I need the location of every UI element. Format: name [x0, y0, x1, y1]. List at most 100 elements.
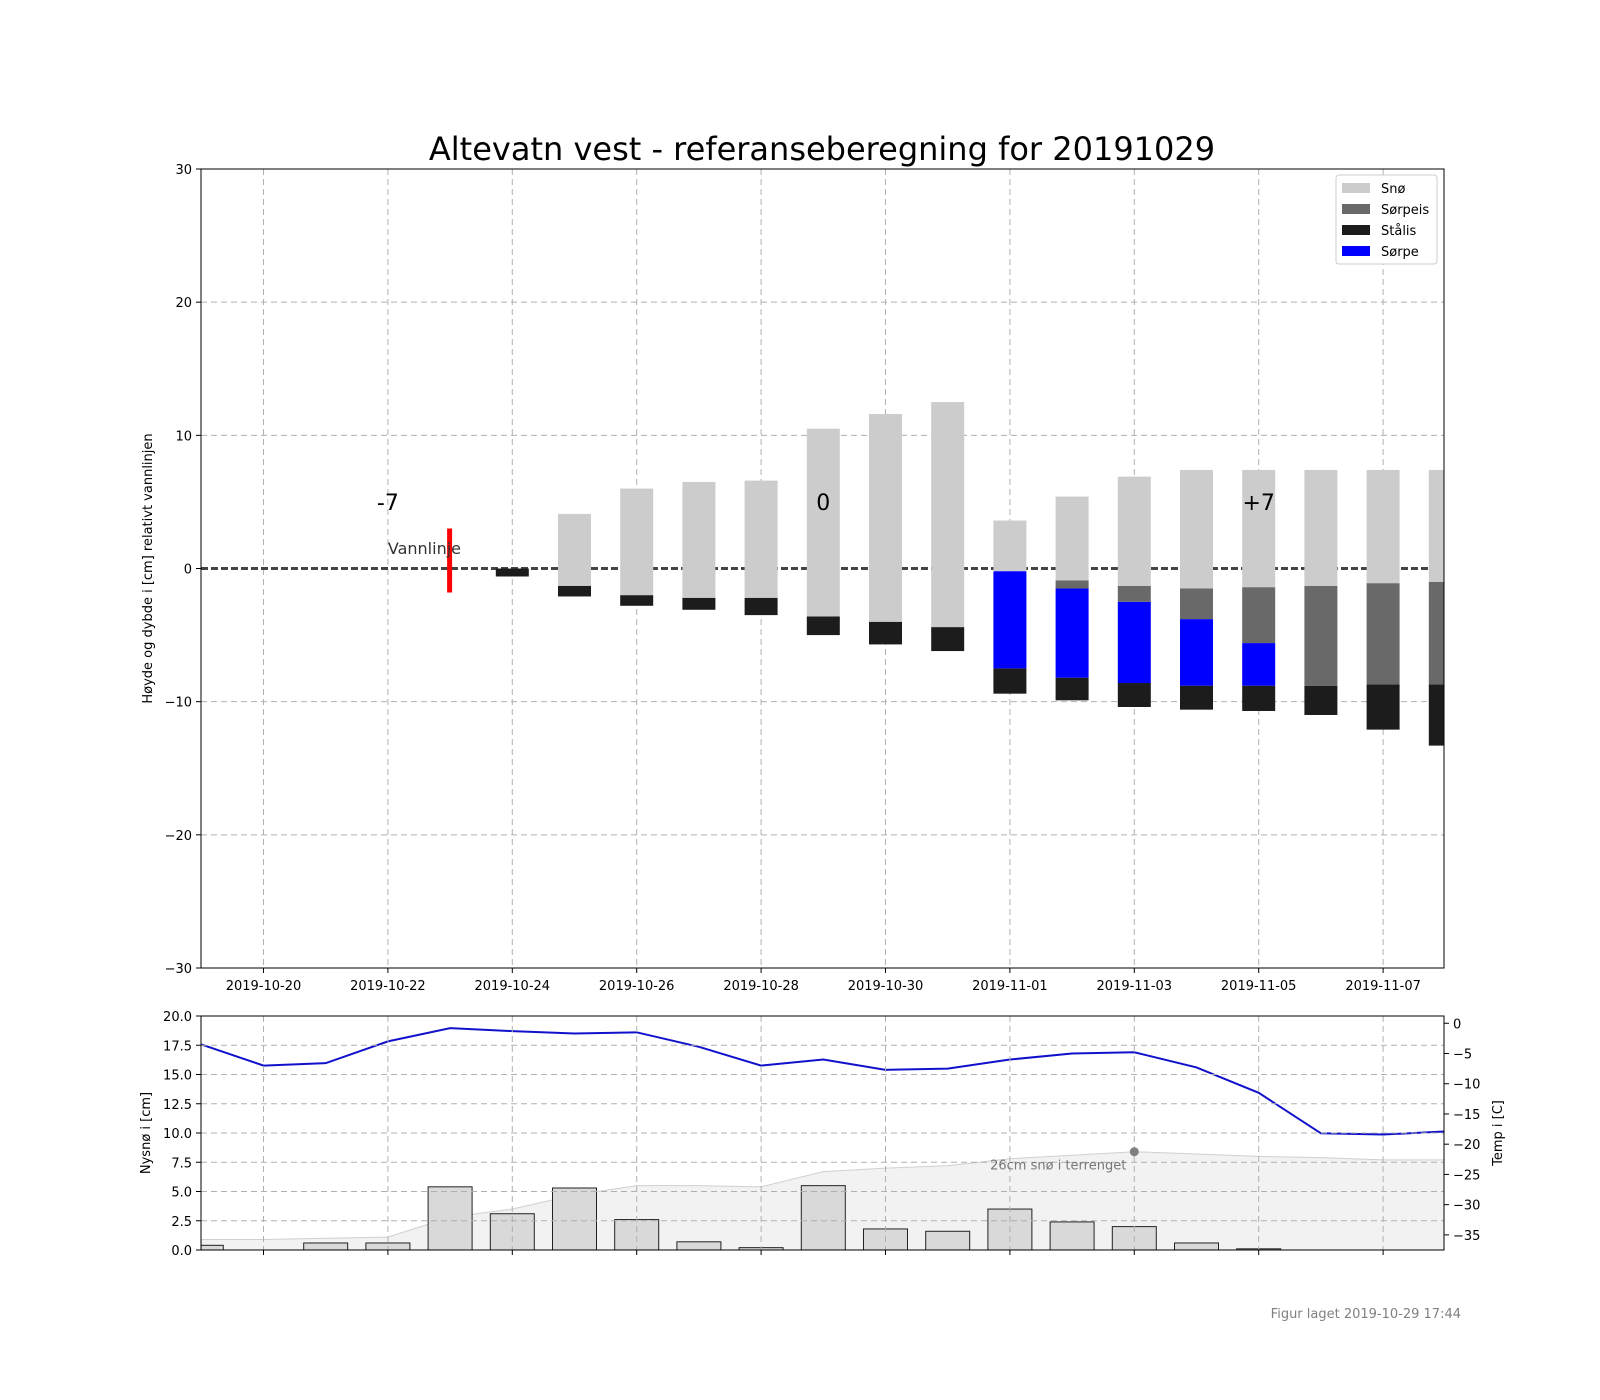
y2-tick-label: −20 [1453, 1138, 1480, 1153]
stalis-bar [869, 621, 902, 645]
plot-frame [200, 168, 1445, 969]
legend-swatch [1342, 225, 1370, 235]
sno-bar [1055, 496, 1089, 581]
legend-label: Sørpeis [1381, 203, 1429, 218]
sno-bar [620, 488, 654, 596]
legend-swatch [1342, 183, 1370, 193]
x-tick-label: 2019-11-07 [1345, 979, 1421, 994]
sno-bar [1242, 469, 1276, 588]
chart-title: Altevatn vest - referanseberegning for 2… [429, 130, 1215, 168]
stalis-bar [558, 585, 591, 597]
x-tick-label: 2019-11-05 [1221, 979, 1297, 994]
stalis-bar [744, 597, 778, 616]
y-tick-label: −20 [165, 829, 192, 844]
x-tick-label: 2019-11-01 [972, 979, 1048, 994]
y2-tick-label: −30 [1453, 1199, 1480, 1214]
nysno-bar [303, 1242, 349, 1250]
sno-bar [558, 513, 591, 586]
sno-bar [806, 428, 840, 617]
legend-label: Sørpe [1381, 245, 1419, 260]
temperature-line [201, 1027, 1444, 1136]
stalis-bar [1180, 685, 1213, 710]
snow-temperature-chart: 0.0 2.5 5.0 7.5 10.0 12.5 15.0 17.5 20.0 26cm snø… [139, 1010, 1506, 1259]
sno-bar [869, 414, 902, 622]
y-tick-label: −10 [165, 696, 192, 711]
sno-bar [1117, 476, 1151, 586]
figure-timestamp: Figur laget 2019-10-29 17:44 [1271, 1307, 1461, 1322]
waterline-label: Vannlinje [388, 539, 461, 558]
y2-tick-label: 0 [1453, 1017, 1461, 1032]
nysno-bar [552, 1187, 597, 1250]
nysno-bar [1174, 1242, 1219, 1250]
snow-depth-label: 26cm snø i terrenget [990, 1159, 1126, 1174]
stalis-bar [806, 616, 840, 636]
legend: Snø Sørpeis Stålis Sørpe [1335, 174, 1438, 265]
nysno-bar [800, 1185, 846, 1250]
nysno-bar [614, 1219, 660, 1250]
sorpeis-bar [1117, 585, 1151, 602]
nysno-bar [1049, 1221, 1095, 1250]
y-axis-label: Høyde og dybde i [cm] relativt vannlinje… [141, 433, 156, 703]
y-tick-label: 10.0 [163, 1127, 192, 1142]
y2-tick-label: −5 [1453, 1047, 1472, 1062]
sorpe-bar [1242, 643, 1276, 686]
stalis-bar [1242, 685, 1276, 711]
y-tick-label: 17.5 [163, 1039, 192, 1054]
stalis-bar [993, 668, 1027, 694]
legend-swatch [1342, 204, 1370, 214]
y-tick-label: 0.0 [171, 1244, 192, 1259]
sno-bar [682, 481, 716, 598]
x-tick-label: 2019-10-24 [475, 979, 551, 994]
stalis-bar [495, 568, 529, 577]
y2-tick-label: −25 [1453, 1168, 1480, 1183]
sno-bar [1366, 469, 1400, 584]
sorpeis-bar [1180, 588, 1213, 620]
y-tick-label: 2.5 [171, 1215, 192, 1230]
stalis-bar [1366, 684, 1400, 730]
stalis-bar [620, 595, 654, 606]
sorpe-bar [1117, 601, 1151, 684]
legend-label: Snø [1381, 182, 1405, 197]
sorpeis-bar [1366, 583, 1400, 685]
y-tick-label: 15.0 [163, 1069, 192, 1084]
snow-depth-marker [1129, 1147, 1139, 1157]
y2-axis-label: Temp i [C] [1491, 1100, 1506, 1167]
stalis-bar [682, 597, 716, 610]
nysno-bar [676, 1241, 722, 1250]
y-tick-label: 10 [175, 429, 192, 444]
plot-frame [200, 1015, 1445, 1251]
legend-swatch [1342, 246, 1370, 256]
y-tick-label: 12.5 [163, 1098, 192, 1113]
sno-bar [931, 402, 965, 628]
stalis-bar [1428, 684, 1444, 746]
day-marker-label: 0 [816, 491, 830, 516]
y-tick-label: 5.0 [171, 1186, 192, 1201]
legend-frame [1335, 174, 1438, 265]
sno-bar [1180, 469, 1213, 589]
sno-bar [744, 480, 778, 598]
sorpe-bar [993, 571, 1027, 669]
y-tick-label: 20.0 [163, 1010, 192, 1025]
y2-tick-label: −35 [1453, 1229, 1480, 1244]
sorpeis-bar [1304, 585, 1338, 686]
y-tick-label: 30 [175, 163, 192, 178]
x-tick-label: 2019-10-30 [848, 979, 924, 994]
nysno-bar [925, 1230, 971, 1250]
day-marker-label: +7 [1242, 491, 1274, 516]
sorpe-bar [1180, 619, 1213, 686]
stalis-bar [1117, 683, 1151, 707]
sorpe-bar [1055, 588, 1089, 678]
y2-tick-label: −15 [1453, 1108, 1480, 1123]
x-tick-label: 2019-11-03 [1097, 979, 1173, 994]
bottom-plot-area [201, 1027, 1444, 1250]
legend-label: Stålis [1381, 224, 1417, 239]
sorpeis-bar [1055, 580, 1089, 589]
y-tick-label: 7.5 [171, 1156, 192, 1171]
sno-bar [1428, 469, 1444, 582]
sno-bar [1304, 469, 1338, 586]
y-tick-label: 0 [184, 563, 192, 578]
bar-group [201, 402, 1444, 746]
x-tick-label: 2019-10-22 [350, 979, 426, 994]
sorpeis-bar [1242, 587, 1276, 644]
